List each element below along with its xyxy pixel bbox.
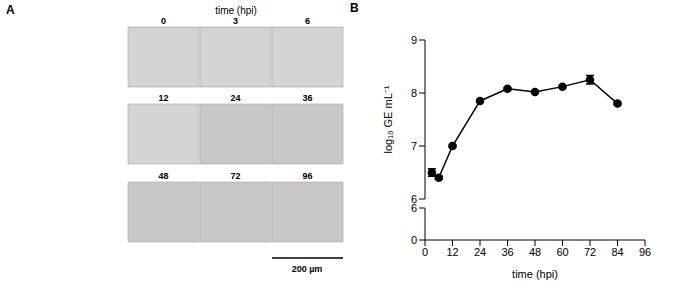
svg-text:A: A	[6, 3, 15, 17]
svg-text:96: 96	[302, 171, 312, 181]
svg-text:96: 96	[639, 246, 651, 258]
svg-text:24: 24	[230, 93, 240, 103]
svg-text:6: 6	[411, 202, 417, 214]
svg-text:200 µm: 200 µm	[292, 264, 323, 274]
svg-text:8: 8	[411, 87, 417, 99]
svg-text:time (hpi): time (hpi)	[512, 268, 558, 280]
svg-text:6: 6	[410, 192, 417, 205]
svg-text:6: 6	[305, 16, 310, 26]
svg-text:36: 36	[501, 246, 513, 258]
svg-text:12: 12	[446, 246, 458, 258]
svg-text:60: 60	[556, 246, 568, 258]
svg-text:72: 72	[584, 246, 596, 258]
svg-text:log₁₀ GE mL⁻¹: log₁₀ GE mL⁻¹	[382, 85, 394, 153]
html-text:B: B	[350, 1, 359, 15]
svg-text:7: 7	[411, 140, 417, 152]
svg-text:12: 12	[158, 93, 168, 103]
svg-text:0: 0	[422, 246, 428, 258]
svg-text:24: 24	[474, 246, 486, 258]
svg-text:48: 48	[529, 246, 541, 258]
svg-text:72: 72	[230, 171, 240, 181]
svg-text:9: 9	[411, 34, 417, 46]
svg-text:36: 36	[302, 93, 312, 103]
svg-text:time (hpi): time (hpi)	[215, 5, 257, 16]
svg-text:0: 0	[161, 16, 166, 26]
svg-text:48: 48	[158, 171, 168, 181]
svg-text:0: 0	[411, 234, 417, 246]
svg-text:3: 3	[233, 16, 238, 26]
svg-text:84: 84	[611, 246, 623, 258]
